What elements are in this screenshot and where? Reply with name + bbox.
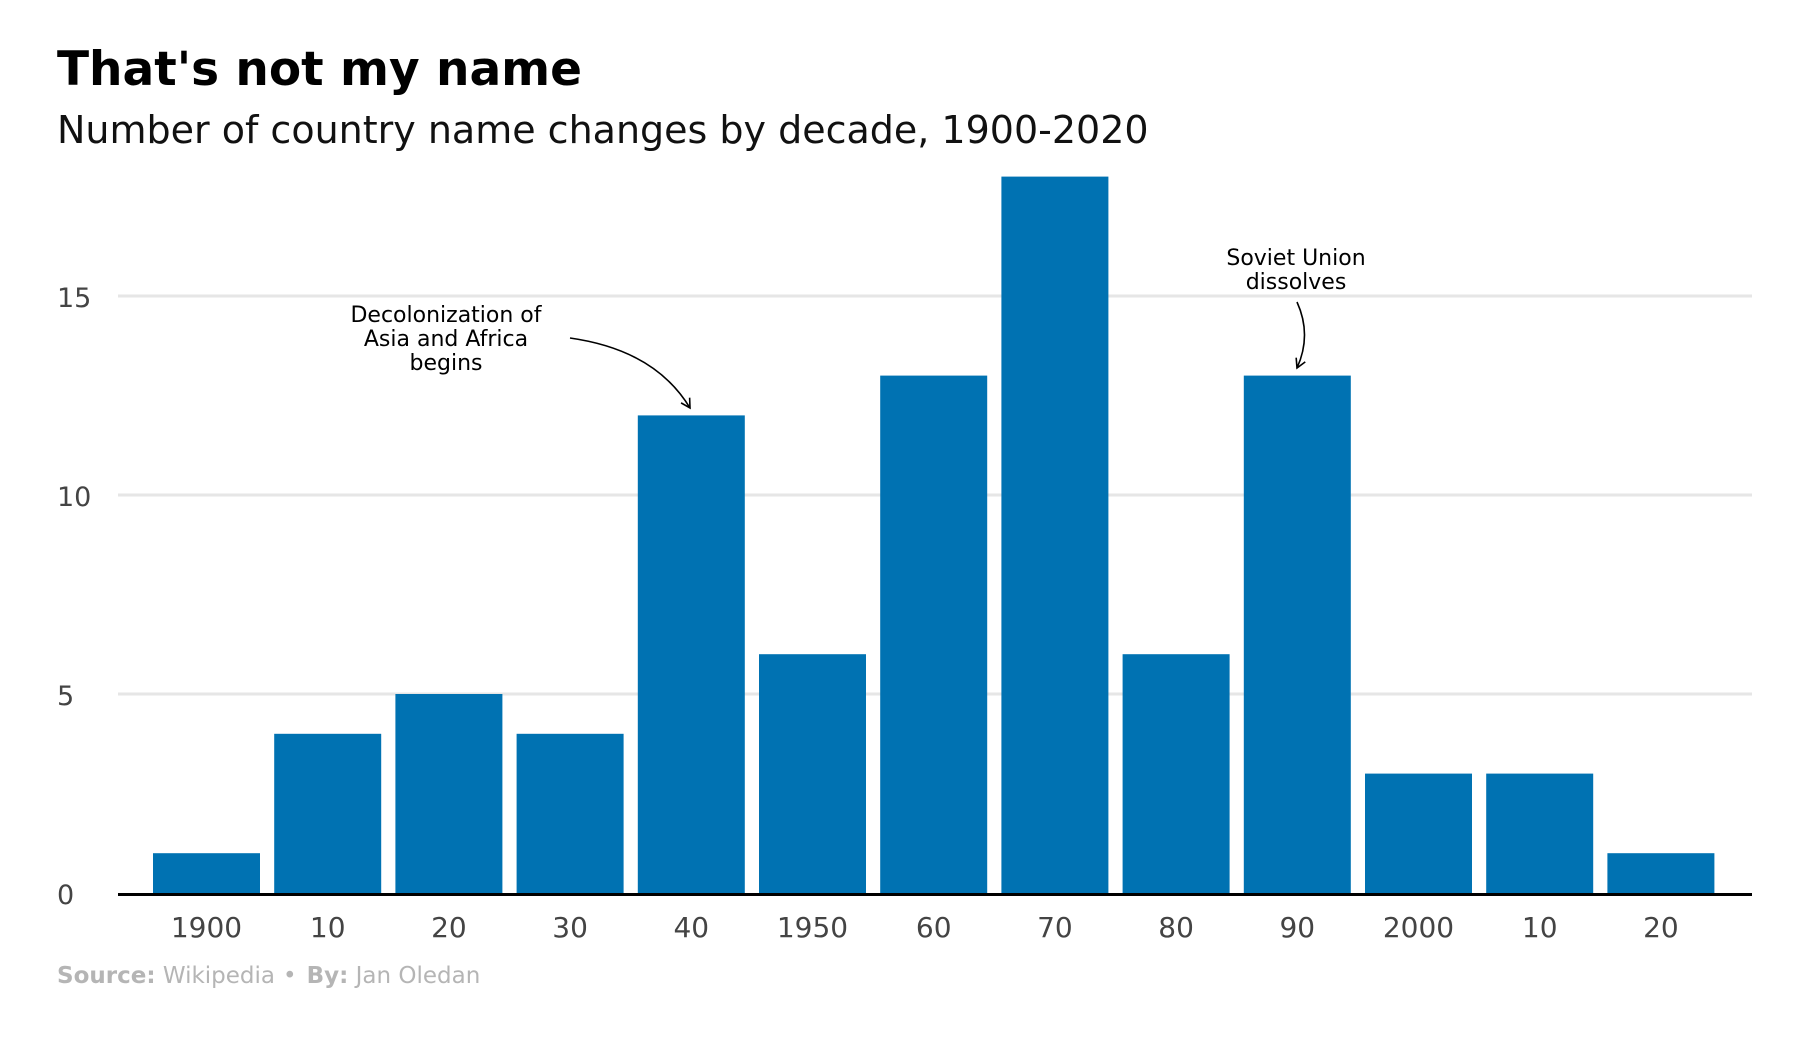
y-tick-label: 15: [57, 283, 91, 314]
bar-20-2: [395, 694, 503, 893]
x-tick-label: 30: [552, 911, 588, 944]
bar-90-9: [1243, 375, 1351, 894]
x-tick-label: 20: [431, 911, 467, 944]
y-axis-ticks: 0 5 10 15: [57, 283, 91, 911]
annotation-text: Soviet Union dissolves: [1226, 246, 1365, 295]
y-tick-label: 10: [57, 482, 91, 513]
x-tick-label: 10: [310, 911, 346, 944]
y-tick-label: 0: [57, 880, 74, 911]
annotation-line: dissolves: [1246, 270, 1347, 295]
annotations: Decolonization of Asia and Africa begins So…: [350, 246, 1366, 410]
footer-separator: •: [283, 963, 297, 989]
footer: Source: Wikipedia • By: Jan Oledan: [57, 963, 480, 989]
source-label: Source:: [57, 963, 156, 989]
bar-10-1: [274, 733, 382, 893]
bar-20-12: [1607, 853, 1715, 893]
x-tick-label: 1950: [777, 911, 848, 944]
author-value: Jan Oledan: [355, 963, 481, 989]
annotation-text: Decolonization of Asia and Africa begins: [350, 303, 542, 376]
bar-40-4: [637, 415, 745, 893]
x-tick-label: 80: [1158, 911, 1194, 944]
annotation-line: Decolonization of: [350, 303, 542, 328]
annotation-arrow: [569, 337, 691, 410]
x-tick-label: 90: [1279, 911, 1315, 944]
bars: [153, 176, 1715, 894]
bar-10-11: [1486, 773, 1594, 893]
annotation-line: begins: [410, 351, 483, 376]
bar-1900-0: [153, 853, 260, 893]
source-value: Wikipedia: [162, 963, 275, 989]
bar-1950-5: [759, 654, 866, 893]
x-tick-label: 40: [673, 911, 709, 944]
x-tick-label: 70: [1037, 911, 1073, 944]
bar-70-7: [1001, 176, 1109, 894]
x-tick-label: 60: [916, 911, 952, 944]
x-tick-label: 2000: [1383, 911, 1454, 944]
annotation-arrow: [1295, 301, 1306, 370]
bar-2000-10: [1365, 773, 1472, 893]
bar-60-6: [880, 375, 988, 894]
chart-title: That's not my name: [57, 42, 583, 97]
bar-30-3: [516, 733, 624, 893]
annotation-line: Asia and Africa: [364, 327, 528, 352]
author-label: By:: [306, 963, 349, 989]
x-tick-label: 20: [1643, 911, 1679, 944]
bar-80-8: [1122, 654, 1230, 893]
x-tick-label: 10: [1522, 911, 1558, 944]
x-tick-label: 1900: [171, 911, 242, 944]
x-axis-ticks: 1900 10 20 30 40 1950 60 70 80 90 2000 10 20: [171, 911, 1679, 944]
chart-subtitle: Number of country name changes by decade…: [57, 108, 1149, 152]
annotation-line: Soviet Union: [1226, 246, 1365, 271]
y-tick-label: 5: [57, 681, 74, 712]
